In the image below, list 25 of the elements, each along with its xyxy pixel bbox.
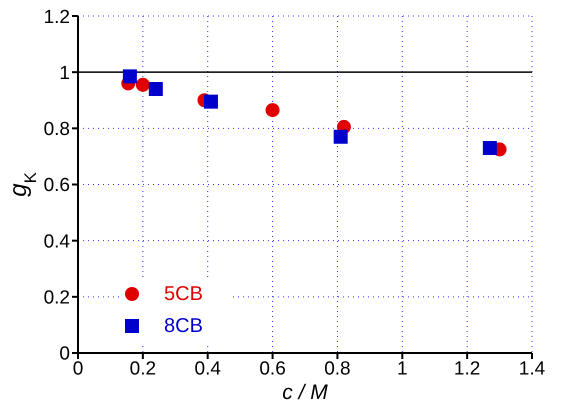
point (266, 103, 280, 118)
point (136, 78, 150, 92)
y-tick-label: 1.2 (44, 6, 70, 28)
x-tick-label: 0.8 (324, 358, 351, 380)
point (148, 82, 163, 96)
x-tick-label: 0.6 (259, 358, 286, 380)
y-tick-label: 0.4 (44, 231, 70, 252)
x-tick-label: 0 (72, 358, 84, 380)
y-tick-label: 0 (59, 344, 70, 365)
point (334, 130, 348, 144)
x-axis-title: c / M (282, 381, 328, 404)
y-tick-label: 0.6 (44, 175, 70, 196)
point (122, 69, 137, 84)
point (482, 140, 497, 155)
x-tick-label: 1.2 (454, 358, 480, 380)
y-tick-label: 1 (59, 62, 70, 84)
y-tick-label: 0.2 (44, 288, 70, 309)
y-tick-label: 0.8 (44, 119, 70, 140)
x-tick-label: 0.4 (194, 358, 222, 380)
x-tick-label: 1.4 (518, 358, 546, 380)
point (204, 94, 218, 109)
legend-label: 8CB (164, 314, 203, 338)
legend-label: 5CB (164, 282, 203, 306)
x-tick-label: 1 (396, 358, 408, 380)
x-tick-label: 0.2 (130, 358, 156, 380)
